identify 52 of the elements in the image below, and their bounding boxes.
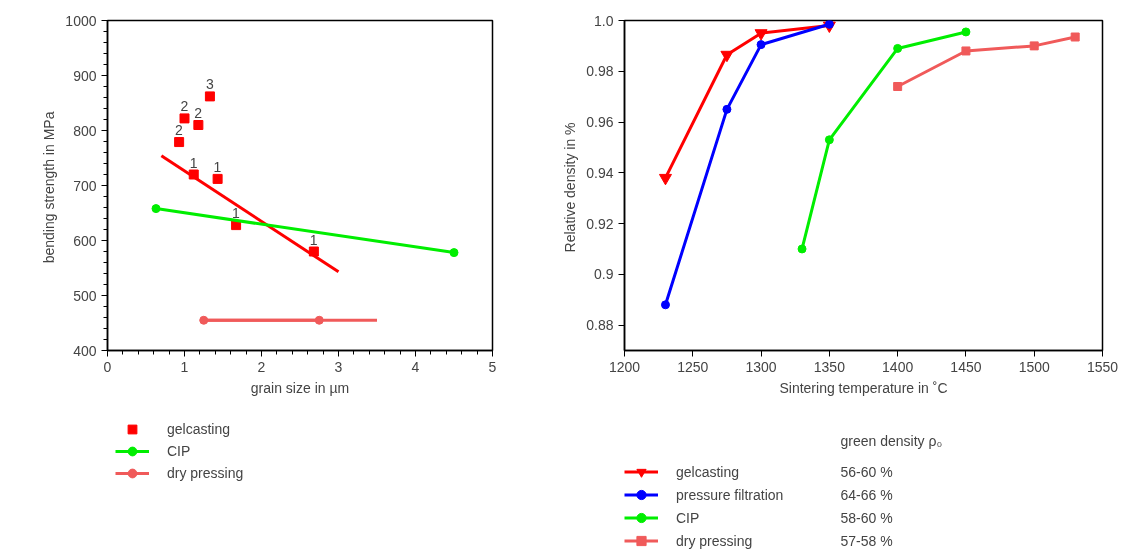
y-tick-label: 800	[73, 122, 97, 139]
x-tick-label: 1	[180, 358, 189, 375]
text: 56-60 %	[840, 464, 893, 480]
text: 57-58 %	[840, 533, 893, 549]
y-tick-label: 700	[73, 177, 97, 194]
y-tick-label: 400	[73, 342, 97, 359]
y-tick-label: 0.94	[586, 164, 614, 181]
x-tick-label: 1300	[745, 358, 777, 375]
x-tick-label: 1200	[608, 358, 641, 375]
legend-label: pressure filtration	[676, 485, 784, 505]
y-tick-label: 500	[73, 287, 97, 304]
x-tick-label: 0	[103, 358, 112, 375]
legend-title: green density ρ₀	[840, 432, 943, 449]
text: 58-60 %	[840, 510, 893, 526]
y-tick-label: 0.98	[586, 63, 614, 80]
y-axis-title: bending strength in MPa	[41, 111, 58, 264]
x-tick-label: 1550	[1086, 358, 1119, 375]
x-tick-label: 1350	[813, 358, 846, 375]
legend-label: gelcasting	[167, 420, 231, 439]
annotation: 1	[189, 154, 198, 171]
y-tick-label: 900	[73, 67, 97, 84]
y-tick-label: 0.96	[586, 114, 614, 131]
x-axis-title: Sintering temperature in ˚C	[779, 379, 948, 396]
annotation: 1	[232, 205, 241, 222]
annotation: 3	[205, 76, 214, 93]
legend-label: CIP	[167, 442, 191, 461]
x-tick-label: 1450	[950, 358, 982, 375]
annotation: 1	[309, 231, 318, 248]
legend-label: dry pressing	[676, 531, 753, 551]
legend-label: CIP	[676, 508, 700, 528]
x-tick-label: 4	[411, 358, 420, 375]
y-axis-title: Relative density in %	[562, 122, 579, 253]
legend-label: dry pressing	[167, 464, 244, 483]
x-tick-label: 2	[257, 358, 266, 375]
x-tick-label: 3	[334, 358, 343, 375]
y-tick-label: 0.92	[586, 215, 614, 232]
text: 64-66 %	[840, 487, 893, 503]
y-tick-label: 600	[73, 232, 97, 249]
x-tick-label: 1250	[677, 358, 709, 375]
x-tick-label: 1400	[882, 358, 914, 375]
x-axis-title: grain size in µm	[250, 379, 350, 396]
y-tick-label: 0.88	[586, 317, 614, 334]
x-tick-label: 5	[488, 358, 497, 375]
annotation: 1	[213, 158, 222, 175]
y-tick-label: 0.9	[594, 266, 614, 283]
y-tick-label: 1000	[65, 12, 97, 29]
annotation: 2	[175, 122, 184, 139]
annotation: 2	[180, 98, 189, 115]
legend-label: gelcasting	[676, 462, 740, 482]
annotation: 2	[194, 105, 203, 121]
y-tick-label: 1.0	[594, 12, 614, 29]
x-tick-label: 1500	[1018, 358, 1050, 375]
